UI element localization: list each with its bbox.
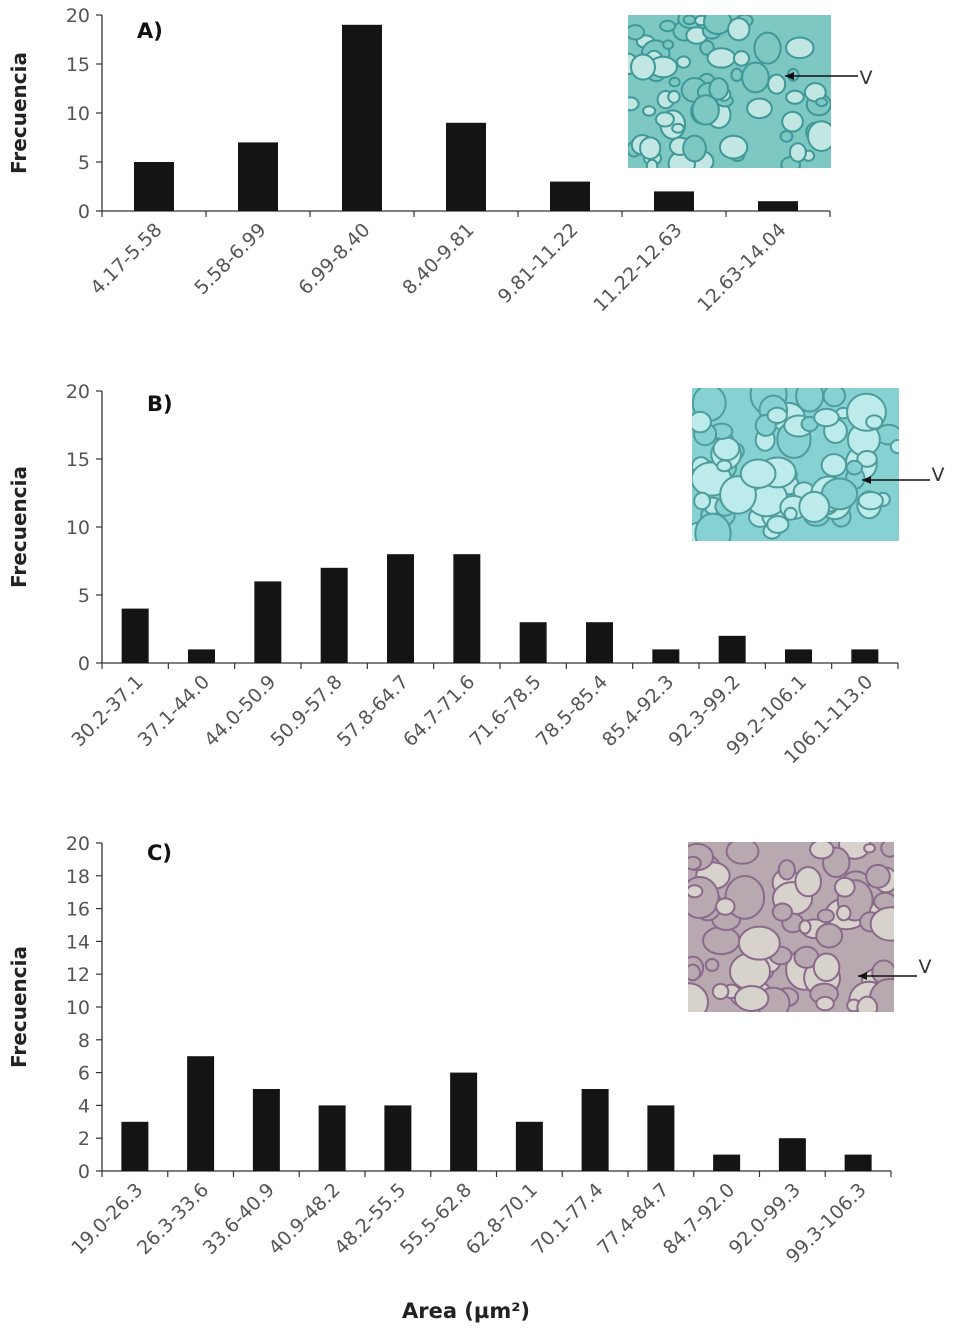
inset-label-v: V [919, 956, 932, 978]
inset-label-v: V [860, 67, 873, 89]
y-tick-label: 20 [66, 381, 90, 403]
y-tick-label: 16 [66, 899, 90, 921]
y-tick-label: 18 [66, 866, 90, 888]
x-tick-label: 5.58-6.99 [190, 219, 270, 299]
bar [342, 24, 382, 211]
y-tick-label: 10 [66, 517, 90, 539]
panel-label: A) [137, 19, 163, 43]
bar [121, 1121, 149, 1171]
y-tick-label: 0 [78, 201, 90, 223]
x-tick-label: 11.22-12.63 [589, 219, 686, 316]
bar [647, 1105, 675, 1171]
y-axis-label: Frecuencia [7, 52, 31, 174]
bar [121, 608, 149, 663]
bar [384, 1105, 412, 1171]
x-tick-label: 8.40-9.81 [398, 219, 478, 299]
bar [758, 201, 798, 211]
y-tick-label: 4 [78, 1095, 90, 1117]
bar [581, 1089, 609, 1171]
y-tick-label: 10 [66, 997, 90, 1019]
bar [851, 649, 879, 663]
y-axis-label: Frecuencia [7, 946, 31, 1068]
bar [844, 1154, 872, 1171]
inset-label-v: V [932, 464, 945, 486]
x-tick-label: 4.17-5.58 [86, 219, 166, 299]
bar [252, 1089, 280, 1171]
bar [586, 622, 613, 663]
bar [134, 162, 174, 211]
bar [387, 554, 414, 663]
x-tick-label: 64.7-71.6 [399, 671, 479, 751]
y-tick-label: 14 [66, 931, 90, 953]
x-tick-label: 30.2-37.1 [67, 671, 147, 751]
bar [318, 1105, 346, 1171]
micrograph-cyan-icon [692, 388, 899, 541]
panel-label: C) [147, 841, 172, 865]
bar [654, 191, 694, 211]
y-tick-label: 8 [78, 1030, 90, 1052]
bar [515, 1121, 543, 1171]
x-tick-label: 12.63-14.04 [693, 219, 790, 316]
x-tick-label: 6.99-8.40 [294, 219, 374, 299]
x-tick-label: 78.5-85.4 [532, 671, 612, 751]
micrograph-purple-icon [688, 842, 894, 1012]
bar [713, 1154, 741, 1171]
bar [320, 567, 348, 663]
bar [453, 554, 481, 663]
bar [718, 635, 746, 663]
bar [519, 622, 547, 663]
bar [550, 181, 590, 211]
x-tick-label: 85.4-92.3 [598, 671, 678, 751]
x-tick-label: 71.6-78.5 [465, 671, 545, 751]
bar [187, 1056, 215, 1171]
y-tick-label: 5 [78, 585, 90, 607]
bar [446, 122, 486, 211]
y-tick-label: 12 [66, 964, 90, 986]
bar [778, 1138, 806, 1171]
panel-label: B) [147, 392, 173, 416]
y-tick-label: 20 [66, 5, 90, 27]
y-tick-label: 2 [78, 1128, 90, 1150]
x-tick-label: 44.0-50.9 [200, 671, 280, 751]
y-tick-label: 6 [78, 1063, 90, 1085]
x-axis-label: Area (µm²) [402, 1299, 530, 1323]
micrograph-teal-icon [628, 15, 831, 168]
x-tick-label: 9.81-11.22 [494, 219, 583, 308]
bar [188, 649, 215, 663]
y-tick-label: 15 [66, 449, 90, 471]
y-axis-label: Frecuencia [7, 466, 31, 588]
x-tick-label: 57.8-64.7 [333, 671, 413, 751]
bar [254, 581, 282, 663]
y-tick-label: 5 [78, 152, 90, 174]
chart-panel-a: V 0 5 10 15 20 4.17-5.58 5.58-6.99 6.99-8.40 8.40… [7, 5, 873, 316]
y-tick-label: 0 [78, 653, 90, 675]
y-tick-label: 20 [66, 833, 90, 855]
y-tick-label: 15 [66, 54, 90, 76]
bar [785, 649, 812, 663]
chart-panel-c: V0246810121416182019.0-26.326.3-33.633.6… [7, 833, 932, 1268]
bar [652, 649, 680, 663]
bar [238, 142, 278, 211]
bar [450, 1072, 478, 1171]
chart-panel-b: V 0 5 10 15 20 30.2-37.137.1-44.044.0-50.950.9… [7, 381, 945, 768]
y-tick-label: 10 [66, 103, 90, 125]
x-tick-label: 37.1-44.0 [134, 671, 214, 751]
y-tick-label: 0 [78, 1161, 90, 1183]
x-tick-label: 50.9-57.8 [266, 671, 346, 751]
